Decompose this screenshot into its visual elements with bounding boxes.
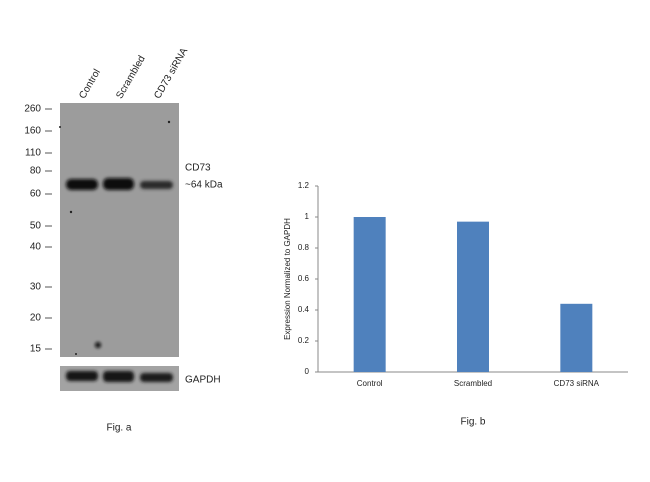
marker-label: 50: [30, 221, 42, 232]
bar: [457, 221, 489, 372]
artifact: [59, 126, 61, 128]
marker-label: 60: [30, 189, 42, 200]
marker-label: 15: [30, 344, 42, 355]
loading-label: GAPDH: [185, 375, 221, 386]
artifact: [95, 342, 101, 348]
marker-label: 30: [30, 282, 42, 293]
blot-membrane: [60, 103, 179, 357]
artifact: [167, 120, 171, 124]
x-tick-label: Control: [357, 379, 383, 388]
band: [66, 371, 98, 381]
caption: Fig. b: [460, 417, 485, 428]
y-tick-label: 0: [305, 367, 310, 376]
marker-label: 260: [24, 104, 41, 115]
artifact: [75, 353, 77, 355]
band: [66, 179, 98, 190]
blot-bands: [66, 178, 173, 348]
caption: Fig. a: [106, 423, 131, 434]
band: [103, 178, 134, 190]
target-size: ~64 kDa: [185, 180, 223, 191]
y-tick-label: 1.2: [298, 181, 310, 190]
y-tick-label: 0.6: [298, 274, 310, 283]
y-axis-label: Expression Normalized to GAPDH: [283, 218, 292, 340]
bar: [353, 217, 386, 372]
y-tick-label: 1: [305, 212, 310, 221]
band: [140, 181, 173, 189]
gapdh-bands: [66, 371, 173, 382]
marker-label: 110: [25, 148, 41, 159]
artifact: [69, 210, 73, 214]
marker-label: 80: [30, 166, 42, 177]
marker-label: 20: [30, 313, 42, 324]
band: [103, 371, 134, 382]
target-label: CD73: [185, 163, 211, 174]
x-tick-label: Scrambled: [454, 379, 492, 388]
marker-label: 40: [30, 242, 42, 253]
y-tick-label: 0.4: [298, 305, 310, 314]
y-tick-label: 0.8: [298, 243, 310, 252]
y-tick-label: 0.2: [298, 336, 310, 345]
bar: [560, 303, 593, 372]
band: [140, 373, 173, 382]
x-tick-label: CD73 siRNA: [554, 379, 600, 388]
marker-label: 160: [24, 126, 41, 137]
